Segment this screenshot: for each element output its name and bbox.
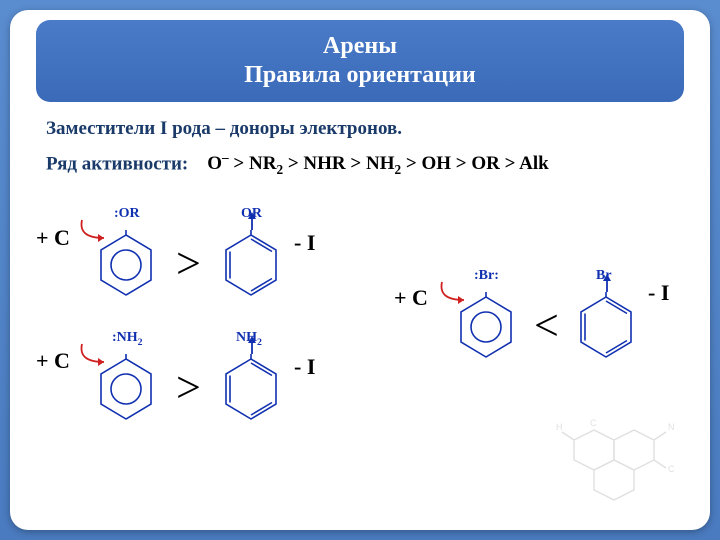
blue-arrow-2 (246, 334, 258, 356)
gt-symbol-2: > (176, 362, 201, 413)
minus-i-label-1: - I (294, 230, 315, 256)
svg-text:N: N (668, 422, 675, 432)
minus-i-label-3: - I (648, 280, 669, 306)
red-arrow-3 (438, 278, 476, 308)
slide-body: Заместители I рода – доноры электронов. … (36, 110, 684, 520)
svg-text:H: H (556, 422, 563, 432)
lt-symbol: < (534, 300, 559, 351)
blue-arrow-3 (601, 272, 613, 294)
red-arrow-1 (78, 216, 116, 246)
benzene-or (221, 230, 281, 300)
plus-c-label-2: + C (36, 348, 70, 374)
activity-series-values: O– > NR2 > NHR > NH2 > OH > OR > Alk (207, 153, 548, 174)
title-line-2: Правила ориентации (36, 61, 684, 90)
plus-c-label-3: + C (394, 285, 428, 311)
label-or-lonepair: :OR (114, 206, 140, 222)
red-arrow-2 (78, 340, 116, 370)
benzene-nh2 (221, 354, 281, 424)
plus-c-label-1: + C (36, 225, 70, 251)
blue-arrow-1 (246, 210, 258, 232)
substituents-type-line: Заместители I рода – доноры электронов. (46, 118, 684, 140)
activity-series-label: Ряд активности: (46, 153, 188, 174)
title-line-1: Арены (36, 32, 684, 61)
gt-symbol-1: > (176, 238, 201, 289)
label-br-lonepair: :Br: (474, 268, 499, 284)
slide-header: Арены Правила ориентации (36, 20, 684, 102)
activity-series-line: Ряд активности: O– > NR2 > NHR > NH2 > O… (46, 150, 684, 178)
svg-text:C: C (590, 418, 597, 428)
label-nh2-lonepair: :NH2 (112, 330, 143, 348)
minus-i-label-2: - I (294, 354, 315, 380)
svg-text:C: C (668, 464, 675, 474)
benzene-br (576, 292, 636, 362)
watermark-molecule-icon: H N C C (534, 410, 684, 520)
